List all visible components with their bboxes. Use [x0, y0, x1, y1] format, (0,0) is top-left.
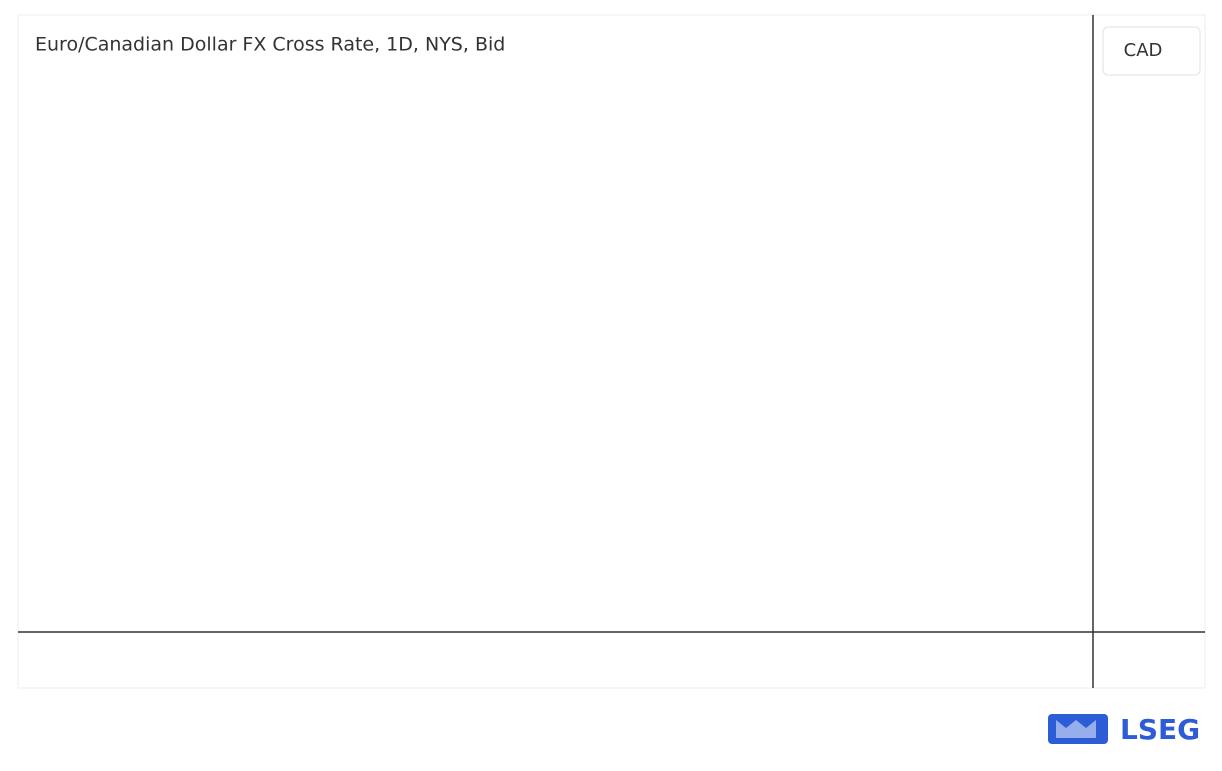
brand-name: LSEG: [1120, 713, 1200, 746]
currency-box: [1102, 26, 1201, 76]
chart-frame: [17, 14, 1206, 689]
chart-title: Euro/Canadian Dollar FX Cross Rate, 1D, …: [35, 34, 505, 56]
currency-label: CAD: [1124, 40, 1163, 61]
brand-logo: [1048, 714, 1108, 744]
